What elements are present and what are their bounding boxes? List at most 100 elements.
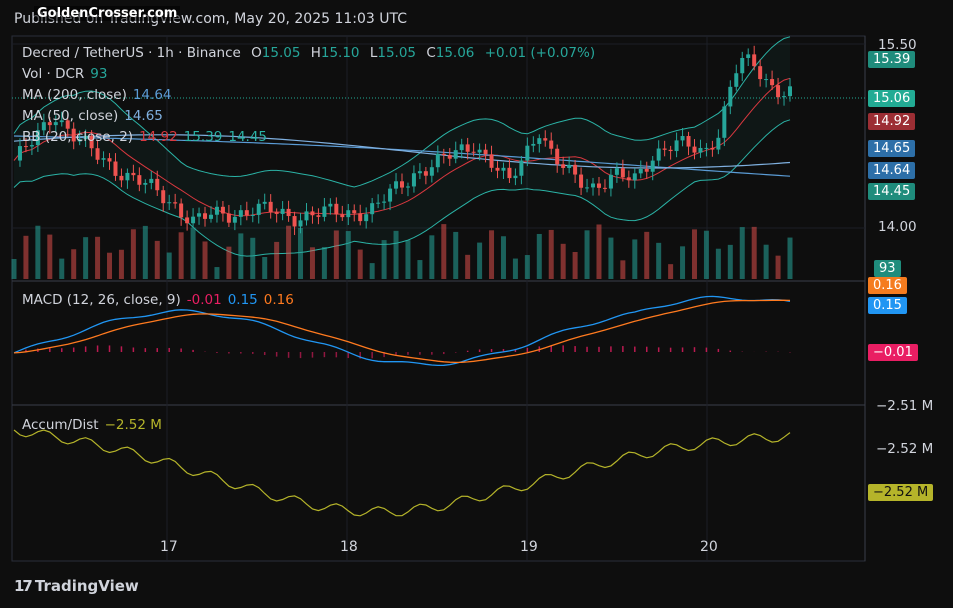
candle-body	[131, 172, 136, 176]
ad-badge: −2.52 M	[868, 484, 934, 501]
volume-bar	[309, 247, 315, 279]
candle-body	[214, 206, 219, 215]
volume-bar	[166, 252, 172, 279]
bb-basis-badge: 14.92	[868, 113, 916, 130]
candle-body	[262, 201, 267, 204]
macd-line-badge: 0.15	[868, 297, 907, 314]
candle-body	[662, 148, 667, 150]
candle-body	[238, 210, 243, 217]
candle-body	[388, 188, 393, 202]
candle-body	[686, 136, 691, 147]
bb-upper-badge: 15.39	[868, 51, 916, 68]
candle-body	[53, 122, 58, 126]
candle-body	[382, 201, 387, 203]
bb-legend[interactable]: BB (20, close, 2) 14.92 15.39 14.45	[22, 129, 268, 145]
candle-body	[728, 86, 733, 107]
volume-legend[interactable]: Vol · DCR 93	[22, 66, 108, 82]
ma50-badge: 14.65	[868, 140, 916, 157]
candle-body	[459, 144, 464, 151]
candle-body	[203, 213, 208, 219]
candle-body	[143, 182, 148, 185]
candle-body	[764, 79, 769, 81]
symbol-title[interactable]: Decred / TetherUS · 1h · Binance	[22, 45, 241, 61]
volume-bar	[178, 232, 184, 279]
candle-body	[185, 217, 190, 224]
candle-body	[197, 213, 202, 217]
volume-bar	[608, 237, 614, 279]
volume-bar	[202, 241, 208, 279]
volume-bar	[691, 229, 697, 279]
volume-bar	[298, 227, 304, 279]
x-tick-20: 20	[700, 539, 718, 555]
candle-body	[489, 154, 494, 168]
candle-body	[244, 210, 249, 216]
candle-body	[423, 171, 428, 176]
candle-body	[579, 174, 584, 188]
volume-bar	[703, 230, 709, 279]
volume-bar	[35, 225, 41, 279]
volume-bar	[274, 241, 280, 279]
candle-body	[608, 174, 613, 189]
candle-body	[59, 120, 64, 123]
candle-body	[41, 122, 46, 131]
candle-body	[740, 57, 745, 74]
ma200-legend[interactable]: MA (200, close) 14.64	[22, 87, 172, 103]
price-tick: 14.00	[878, 219, 917, 235]
macd-legend[interactable]: MACD (12, 26, close, 9) -0.01 0.15 0.16	[22, 292, 294, 308]
candle-body	[370, 203, 375, 215]
candle-body	[734, 73, 739, 87]
macd-signal-badge: 0.16	[868, 277, 907, 294]
volume-bar	[751, 226, 757, 279]
volume-bar	[107, 252, 113, 279]
volume-bar	[286, 225, 292, 279]
candle-body	[710, 147, 715, 150]
candle-body	[358, 213, 363, 222]
candle-body	[638, 168, 643, 174]
volume-bar	[787, 237, 793, 279]
ma50-legend[interactable]: MA (50, close) 14.65	[22, 108, 163, 124]
candle-body	[650, 160, 655, 172]
change-value: +0.01 (+0.07%)	[484, 45, 596, 61]
symbol-legend: Decred / TetherUS · 1h · Binance O15.05 …	[22, 45, 596, 61]
volume-bar	[357, 249, 363, 279]
bb-band-fill	[14, 36, 790, 257]
volume-bar	[715, 248, 721, 279]
candle-body	[191, 216, 196, 224]
volume-bar	[417, 260, 423, 279]
candle-body	[596, 183, 601, 188]
candle-body	[256, 203, 261, 215]
candle-body	[155, 178, 160, 191]
tradingview-logo-icon: 17	[14, 577, 33, 595]
candle-body	[286, 208, 291, 217]
candle-body	[328, 203, 333, 207]
volume-bar	[23, 235, 29, 279]
candle-body	[226, 213, 231, 223]
volume-bar	[154, 240, 160, 279]
candle-body	[173, 202, 178, 204]
volume-bar	[118, 249, 124, 279]
candle-body	[465, 144, 470, 152]
volume-bar	[262, 256, 268, 279]
candle-body	[453, 150, 458, 159]
candle-body	[782, 96, 787, 98]
ad-legend[interactable]: Accum/Dist −2.52 M	[22, 417, 162, 433]
candle-body	[65, 120, 70, 129]
volume-bar	[632, 239, 638, 279]
open-value: 15.05	[261, 45, 301, 61]
candle-body	[250, 214, 255, 216]
ad-tick: −2.52 M	[876, 441, 934, 457]
candle-body	[35, 130, 40, 146]
volume-bar	[214, 267, 220, 279]
candle-body	[125, 172, 130, 181]
candle-body	[561, 164, 566, 168]
bb-basis-line	[13, 77, 791, 217]
candle-body	[280, 208, 285, 214]
candle-body	[340, 214, 345, 218]
tradingview-brand[interactable]: 17 TradingView	[14, 577, 139, 595]
volume-bar	[190, 227, 196, 279]
ad-line	[13, 429, 791, 517]
volume-bar	[95, 236, 101, 279]
candle-body	[573, 164, 578, 175]
